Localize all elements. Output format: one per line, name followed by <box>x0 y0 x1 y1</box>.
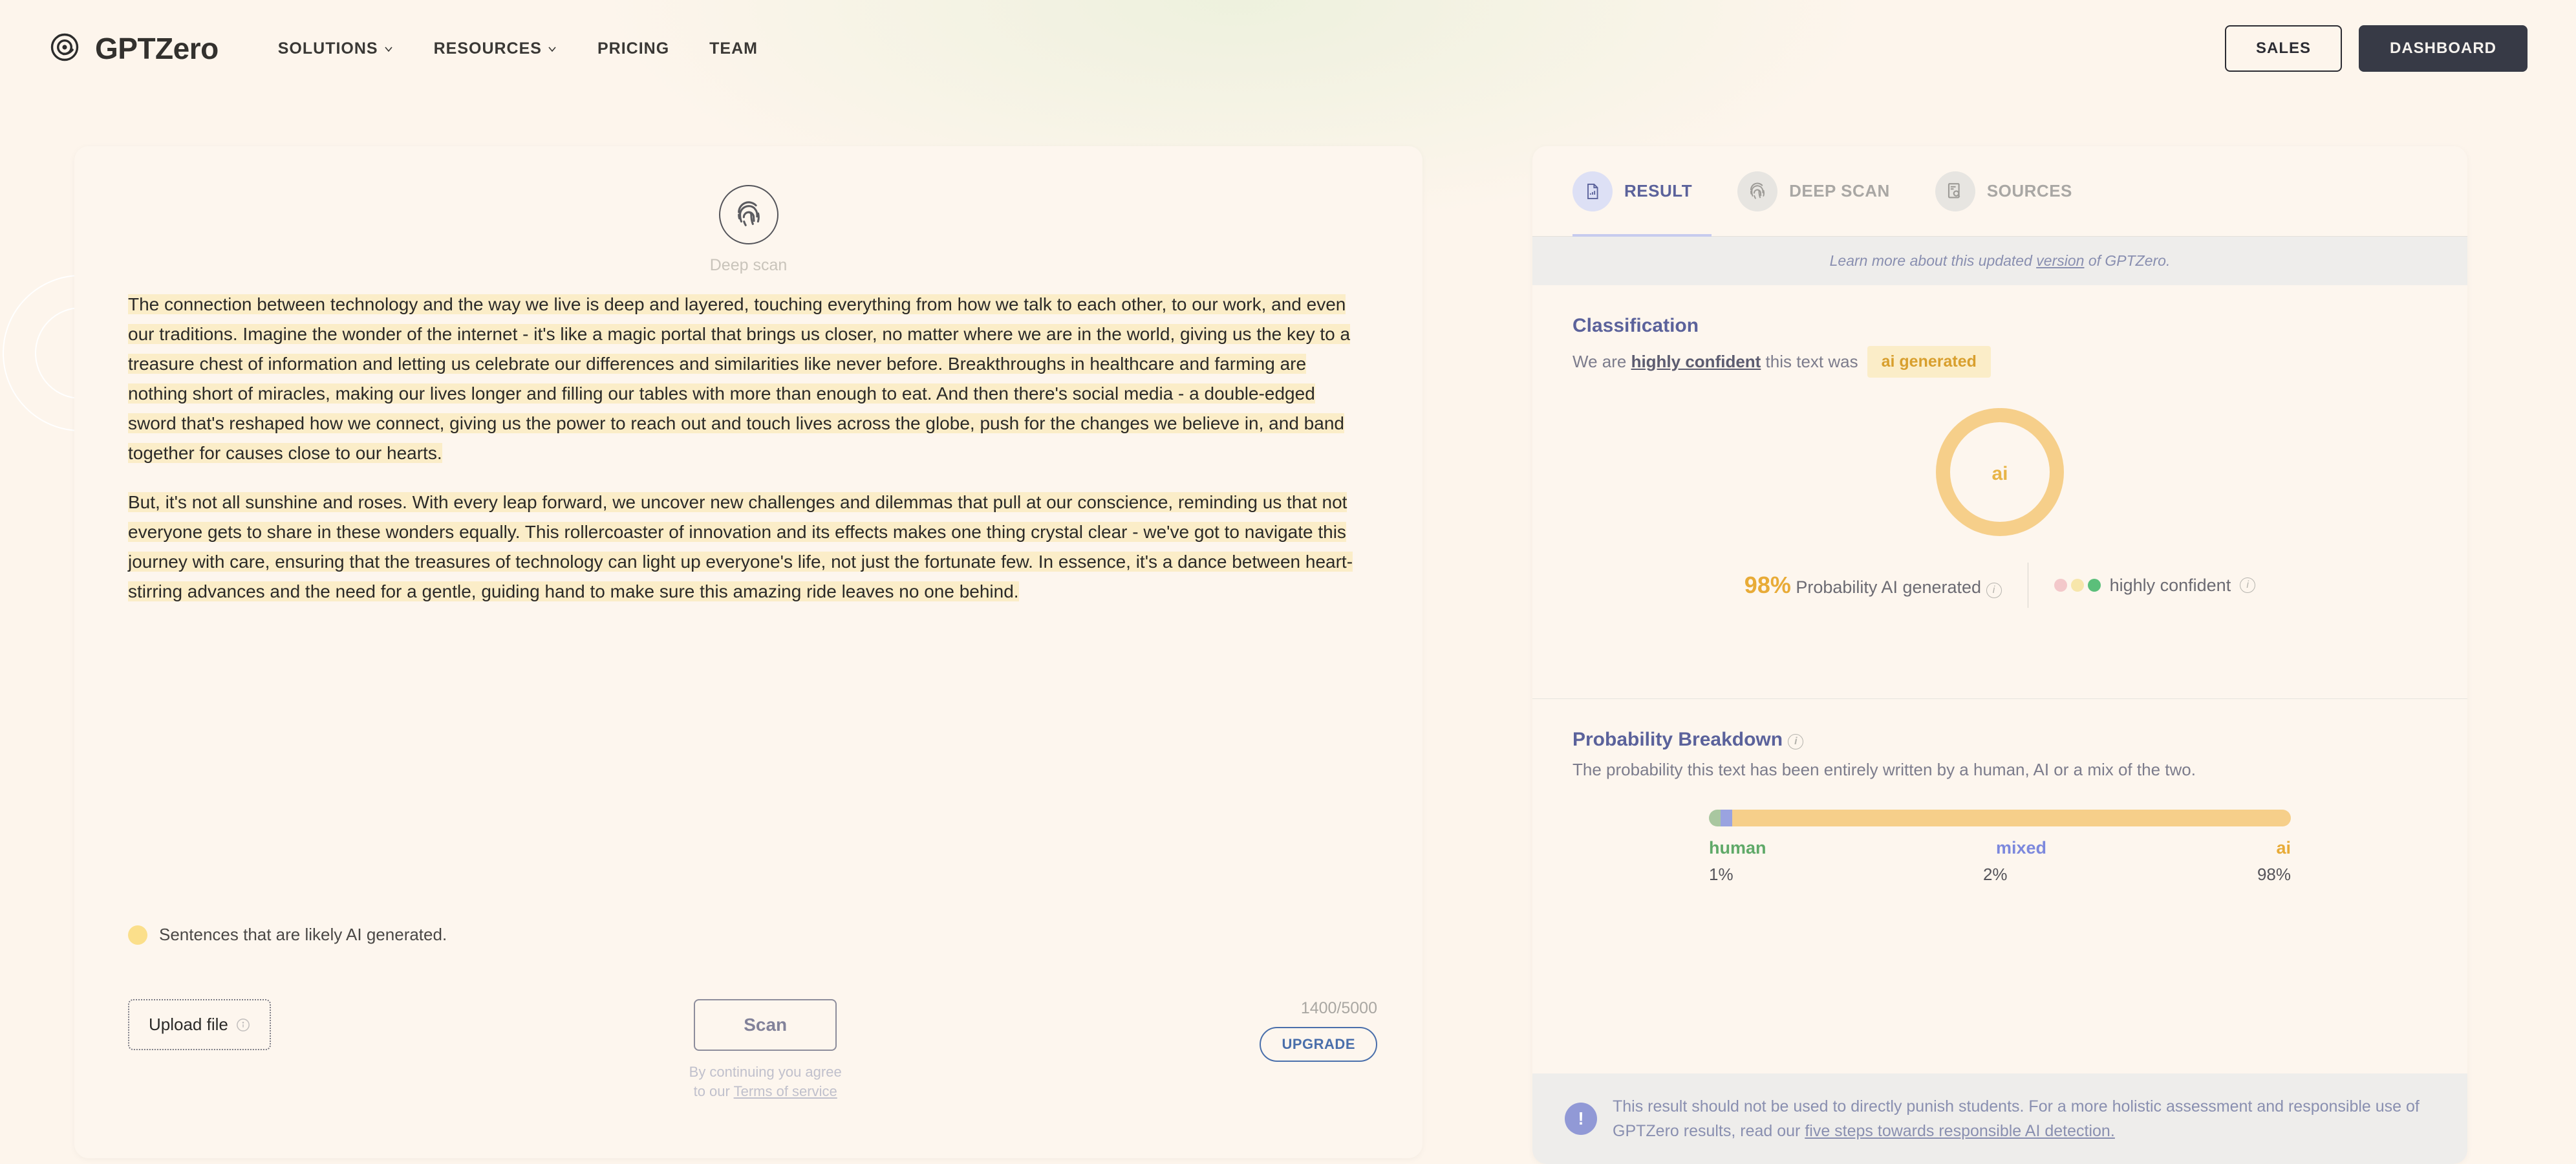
svg-text:ai: ai <box>1991 463 2008 484</box>
